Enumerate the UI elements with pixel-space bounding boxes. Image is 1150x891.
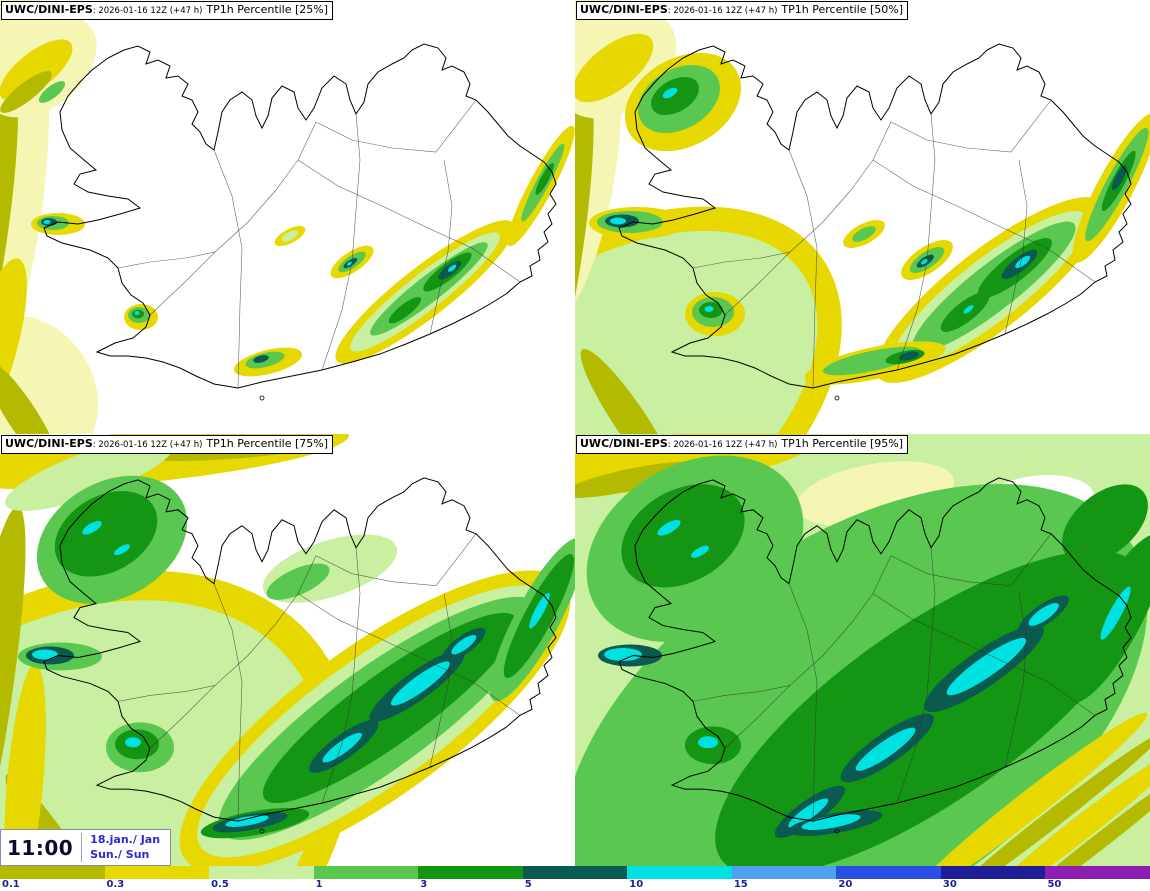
colorbar-tick: 3	[420, 879, 428, 890]
run-info: : 2026-01-16 12Z (+47 h)	[92, 440, 203, 450]
panel-title-p95: UWC/DINI-EPS: 2026-01-16 12Z (+47 h) TP1h…	[576, 435, 909, 455]
precip-field-p25	[0, 0, 575, 434]
panel-title-p50: UWC/DINI-EPS: 2026-01-16 12Z (+47 h) TP1h…	[576, 1, 909, 21]
colorbar-segment: 1	[313, 866, 419, 891]
model-name: UWC/DINI-EPS	[5, 3, 93, 16]
map-panel-p50: UWC/DINI-EPS: 2026-01-16 12Z (+47 h) TP1h…	[575, 0, 1150, 434]
colorbar-tick: 5	[524, 879, 532, 890]
colorbar-segment: 0.3	[104, 866, 210, 891]
colorbar-segment: 3	[418, 866, 523, 891]
param-label: TP1h Percentile [50%]	[781, 3, 904, 16]
colorbar-tick: 50	[1047, 879, 1062, 890]
colorbar-segment: 0.1	[0, 866, 105, 891]
run-info: : 2026-01-16 12Z (+47 h)	[667, 6, 778, 16]
map-svg-p75	[0, 434, 575, 867]
map-svg-p25	[0, 0, 575, 434]
colorbar-tick: 10	[629, 879, 644, 890]
colorbar-tick: 20	[838, 879, 853, 890]
colorbar-segment: 10	[627, 866, 732, 891]
precip-field-p95	[575, 434, 1150, 867]
param-label: TP1h Percentile [25%]	[206, 3, 329, 16]
param-label: TP1h Percentile [75%]	[206, 437, 329, 450]
map-panel-p95: UWC/DINI-EPS: 2026-01-16 12Z (+47 h) TP1h…	[575, 434, 1150, 867]
valid-time: 11:00	[7, 835, 74, 860]
valid-date: 18.jan./ Jan Sun./ Sun	[90, 833, 160, 862]
time-box-divider	[81, 833, 83, 862]
param-label: TP1h Percentile [95%]	[781, 437, 904, 450]
colorbar-tick: 15	[733, 879, 748, 890]
run-info: : 2026-01-16 12Z (+47 h)	[92, 6, 203, 16]
date-line: 18.jan./ Jan	[90, 833, 161, 847]
map-svg-p50	[575, 0, 1150, 434]
map-panel-p25: UWC/DINI-EPS: 2026-01-16 12Z (+47 h) TP1h…	[0, 0, 575, 434]
colorbar-tick: 30	[942, 879, 957, 890]
time-box: 11:00 18.jan./ Jan Sun./ Sun	[0, 829, 172, 866]
map-panel-p75: UWC/DINI-EPS: 2026-01-16 12Z (+47 h) TP1h…	[0, 434, 575, 867]
colorbar-segment: 50	[1045, 866, 1150, 891]
colorbar-segment: 30	[940, 866, 1046, 891]
colorbar-segment: 0.5	[209, 866, 314, 891]
colorbar-tick: 0.5	[211, 879, 229, 890]
colorbar-segment: 5	[522, 866, 628, 891]
colorbar: 0.1 0.3 0.5 1 3 5 10 15 20 30 50	[0, 866, 1150, 891]
model-name: UWC/DINI-EPS	[580, 437, 668, 450]
map-grid: UWC/DINI-EPS: 2026-01-16 12Z (+47 h) TP1h…	[0, 0, 1150, 867]
panel-title-p75: UWC/DINI-EPS: 2026-01-16 12Z (+47 h) TP1h…	[1, 435, 334, 455]
run-info: : 2026-01-16 12Z (+47 h)	[667, 440, 778, 450]
map-svg-p95	[575, 434, 1150, 867]
model-name: UWC/DINI-EPS	[580, 3, 668, 16]
model-name: UWC/DINI-EPS	[5, 437, 93, 450]
colorbar-tick: 0.3	[106, 879, 125, 890]
colorbar-tick: 1	[315, 879, 323, 890]
panel-title-p25: UWC/DINI-EPS: 2026-01-16 12Z (+47 h) TP1h…	[1, 1, 334, 21]
colorbar-segment: 20	[836, 866, 941, 891]
day-line: Sun./ Sun	[90, 847, 150, 861]
colorbar-tick: 0.1	[2, 879, 20, 890]
colorbar-segment: 15	[731, 866, 837, 891]
